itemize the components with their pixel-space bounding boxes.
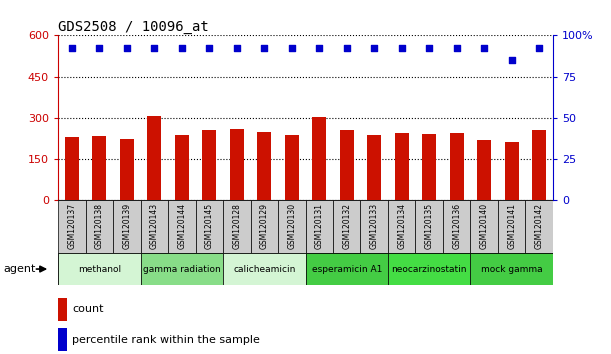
Text: GSM120128: GSM120128: [232, 202, 241, 249]
Bar: [58, 253, 141, 285]
Text: percentile rank within the sample: percentile rank within the sample: [72, 335, 260, 344]
Bar: [470, 253, 553, 285]
Point: [287, 45, 297, 51]
Bar: [443, 200, 470, 253]
Point: [95, 45, 104, 51]
Text: GDS2508 / 10096_at: GDS2508 / 10096_at: [58, 19, 209, 34]
Point: [149, 45, 159, 51]
Bar: [86, 200, 113, 253]
Bar: [505, 142, 519, 200]
Text: GSM120145: GSM120145: [205, 202, 214, 249]
Text: esperamicin A1: esperamicin A1: [312, 264, 382, 274]
Point: [452, 45, 462, 51]
Text: GSM120138: GSM120138: [95, 202, 104, 249]
Point: [480, 45, 489, 51]
Text: GSM120129: GSM120129: [260, 202, 269, 249]
Point: [177, 45, 187, 51]
Bar: [58, 328, 67, 351]
Text: GSM120136: GSM120136: [452, 202, 461, 249]
Bar: [120, 139, 134, 200]
Bar: [147, 116, 161, 200]
Bar: [306, 253, 388, 285]
Bar: [360, 200, 388, 253]
Point: [397, 45, 407, 51]
Text: mock gamma: mock gamma: [481, 264, 543, 274]
Bar: [415, 200, 443, 253]
Point: [369, 45, 379, 51]
Point: [342, 45, 352, 51]
Bar: [113, 200, 141, 253]
Bar: [470, 200, 498, 253]
Text: calicheamicin: calicheamicin: [233, 264, 296, 274]
Text: GSM120141: GSM120141: [507, 202, 516, 249]
Bar: [388, 200, 415, 253]
Bar: [312, 117, 326, 200]
Bar: [223, 200, 251, 253]
Bar: [525, 200, 553, 253]
Bar: [477, 140, 491, 200]
Bar: [58, 298, 67, 321]
Bar: [388, 253, 470, 285]
Bar: [532, 130, 546, 200]
Bar: [141, 253, 223, 285]
Text: GSM120142: GSM120142: [535, 202, 544, 249]
Text: GSM120144: GSM120144: [177, 202, 186, 249]
Bar: [450, 133, 464, 200]
Text: GSM120132: GSM120132: [342, 202, 351, 249]
Bar: [257, 132, 271, 200]
Bar: [175, 135, 189, 200]
Text: neocarzinostatin: neocarzinostatin: [392, 264, 467, 274]
Text: agent: agent: [3, 264, 35, 274]
Text: GSM120139: GSM120139: [122, 202, 131, 249]
Bar: [285, 135, 299, 200]
Text: GSM120135: GSM120135: [425, 202, 434, 249]
Bar: [498, 200, 525, 253]
Bar: [92, 136, 106, 200]
Text: methanol: methanol: [78, 264, 121, 274]
Point: [259, 45, 269, 51]
Text: gamma radiation: gamma radiation: [143, 264, 221, 274]
Bar: [168, 200, 196, 253]
Point: [232, 45, 242, 51]
Text: GSM120143: GSM120143: [150, 202, 159, 249]
Bar: [251, 200, 278, 253]
Bar: [223, 253, 306, 285]
Bar: [202, 130, 216, 200]
Point: [122, 45, 132, 51]
Text: GSM120134: GSM120134: [397, 202, 406, 249]
Bar: [340, 130, 354, 200]
Point: [315, 45, 324, 51]
Point: [507, 57, 517, 63]
Text: GSM120131: GSM120131: [315, 202, 324, 249]
Bar: [306, 200, 333, 253]
Bar: [333, 200, 360, 253]
Text: GSM120137: GSM120137: [67, 202, 76, 249]
Bar: [367, 135, 381, 200]
Bar: [278, 200, 306, 253]
Point: [534, 45, 544, 51]
Text: GSM120130: GSM120130: [287, 202, 296, 249]
Bar: [58, 200, 86, 253]
Bar: [65, 137, 79, 200]
Text: GSM120133: GSM120133: [370, 202, 379, 249]
Bar: [230, 129, 244, 200]
Text: GSM120140: GSM120140: [480, 202, 489, 249]
Bar: [196, 200, 223, 253]
Point: [204, 45, 214, 51]
Text: count: count: [72, 304, 103, 314]
Point: [424, 45, 434, 51]
Bar: [141, 200, 168, 253]
Bar: [395, 133, 409, 200]
Bar: [422, 134, 436, 200]
Point: [67, 45, 77, 51]
